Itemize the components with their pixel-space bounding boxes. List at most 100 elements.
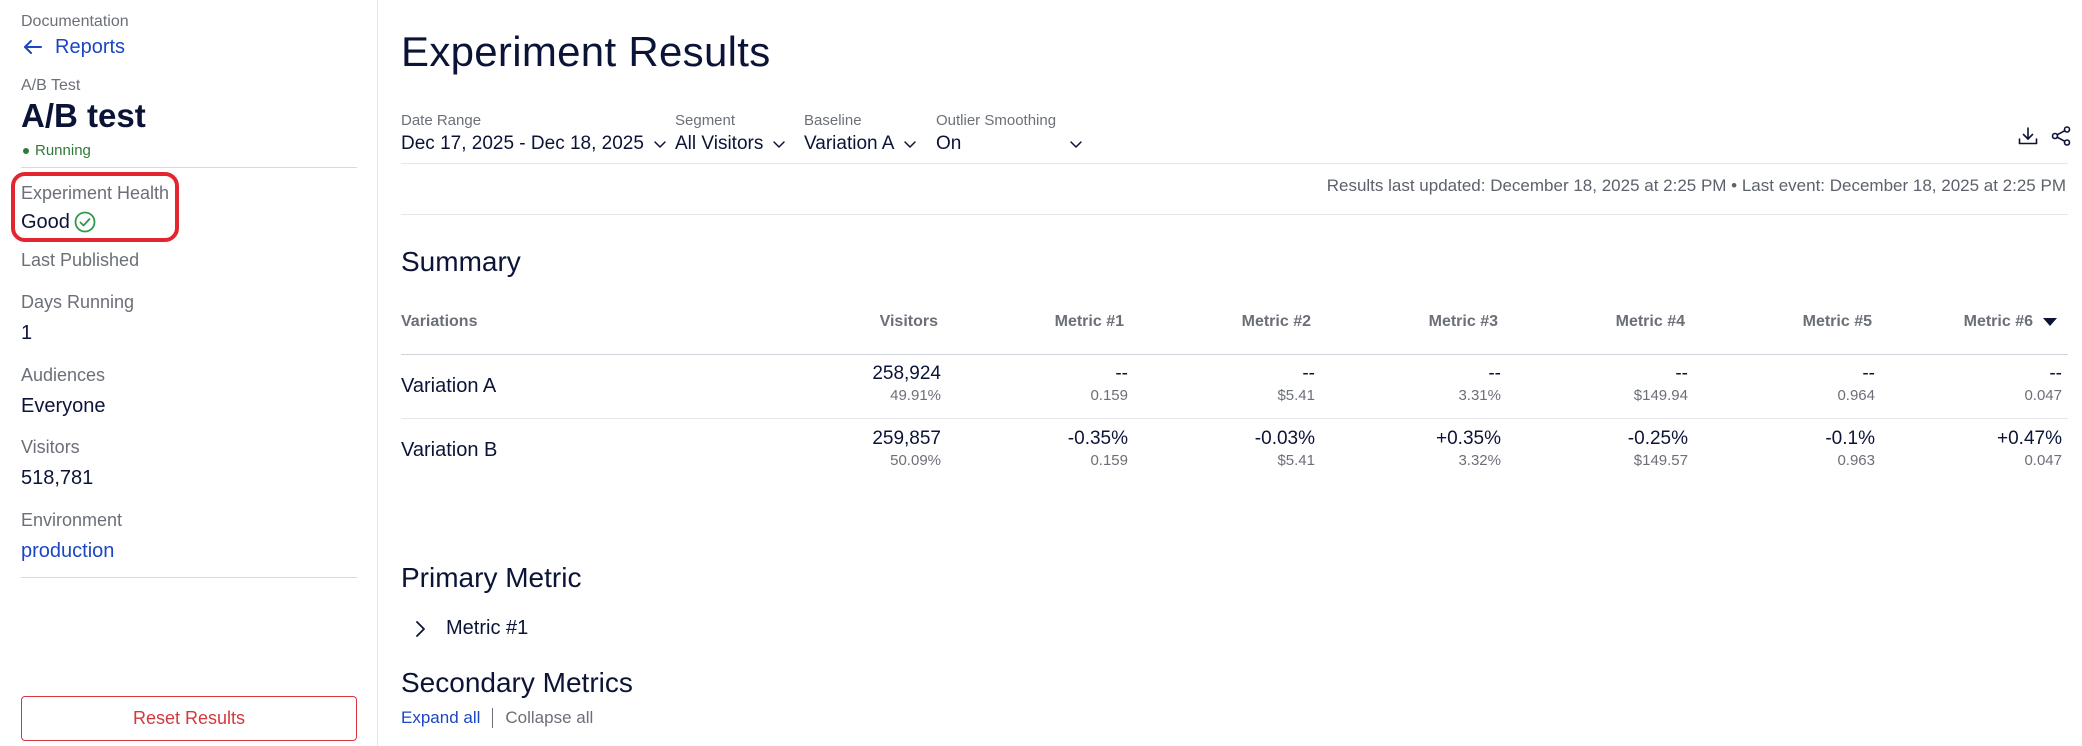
date-range-label: Date Range <box>401 112 482 129</box>
cell-metric-4-b: -0.25% $149.57 <box>1628 428 1688 469</box>
test-type: A/B Test <box>21 77 81 94</box>
sidebar: Documentation Reports A/B Test A/B test … <box>0 0 378 746</box>
collapse-all-link[interactable]: Collapse all <box>505 708 594 727</box>
audiences-label: Audiences <box>21 365 106 385</box>
cell-metric-5-b: -0.1% 0.963 <box>1825 428 1875 469</box>
cell-sub: 0.047 <box>2024 452 2062 469</box>
header-metric-3[interactable]: Metric #3 <box>1428 313 1498 330</box>
back-label: Reports <box>55 35 126 58</box>
cell-metric-5-a: -- 0.964 <box>1837 363 1875 404</box>
environment-label: Environment <box>21 510 123 530</box>
cell-main: +0.47% <box>1997 428 2062 449</box>
expand-all-link[interactable]: Expand all <box>401 708 481 727</box>
status-dot-icon <box>23 147 29 154</box>
chevron-down-icon <box>654 141 666 148</box>
cell-metric-4-a: -- $149.94 <box>1634 363 1688 404</box>
health-highlight-box <box>11 172 179 242</box>
cell-visitors-a: 258,924 49.91% <box>872 363 941 404</box>
header-variations: Variations <box>401 313 478 330</box>
outlier-smoothing-dropdown[interactable]: Outlier Smoothing On <box>936 112 1084 155</box>
days-running-value: 1 <box>21 322 33 344</box>
cell-sub: 50.09% <box>890 452 941 469</box>
last-updated-text: Results last updated: December 18, 2025 … <box>1326 176 2066 195</box>
cell-sub: 0.159 <box>1090 387 1128 404</box>
date-range-dropdown[interactable]: Date Range Dec 17, 2025 - Dec 18, 2025 <box>401 112 668 155</box>
cell-sub: 0.964 <box>1837 387 1875 404</box>
cell-metric-1-b: -0.35% 0.159 <box>1068 428 1128 469</box>
cell-sub: 49.91% <box>890 387 941 404</box>
days-running-label: Days Running <box>21 292 135 312</box>
cell-main: -- <box>1488 363 1501 384</box>
baseline-dropdown[interactable]: Baseline Variation A <box>804 112 918 155</box>
reset-results-button[interactable]: Reset Results <box>21 696 357 741</box>
header-metric-4[interactable]: Metric #4 <box>1615 313 1685 330</box>
cell-main: -- <box>1115 363 1128 384</box>
download-icon[interactable] <box>2016 124 2040 148</box>
sort-desc-icon[interactable] <box>2043 317 2057 326</box>
cell-sub: 0.963 <box>1837 452 1875 469</box>
cell-sub: 3.31% <box>1458 387 1501 404</box>
cell-main: -0.03% <box>1254 428 1315 449</box>
arrow-left-icon <box>24 40 42 54</box>
environment-link[interactable]: production <box>21 540 115 562</box>
documentation-label[interactable]: Documentation <box>21 13 129 30</box>
cell-main: -- <box>1675 363 1688 384</box>
cell-sub: 0.047 <box>2024 387 2062 404</box>
cell-sub: $5.41 <box>1277 452 1315 469</box>
outlier-smoothing-label: Outlier Smoothing <box>936 112 1057 129</box>
chevron-down-icon <box>773 141 786 148</box>
cell-main: -0.35% <box>1067 428 1128 449</box>
visitors-label: Visitors <box>21 437 80 457</box>
primary-metric-name: Metric #1 <box>446 617 529 639</box>
divider <box>401 214 2068 215</box>
cell-main: 259,857 <box>872 428 941 449</box>
divider <box>21 167 357 168</box>
outlier-smoothing-value: On <box>936 133 962 154</box>
cell-metric-1-a: -- 0.159 <box>1090 363 1128 404</box>
header-metric-6-label: Metric #6 <box>1963 313 2033 330</box>
header-visitors[interactable]: Visitors <box>879 313 938 330</box>
summary-title: Summary <box>401 246 521 277</box>
cell-metric-6-b: +0.47% 0.047 <box>1997 428 2062 469</box>
row-name-variation-b: Variation B <box>401 439 498 461</box>
table-header-divider <box>401 354 2068 355</box>
share-icon[interactable] <box>2049 124 2073 148</box>
primary-metric-toggle[interactable]: Metric #1 <box>412 617 528 640</box>
cell-main: +0.35% <box>1436 428 1501 449</box>
header-metric-6[interactable]: Metric #6 <box>1964 313 2057 331</box>
cell-sub: 0.159 <box>1090 452 1128 469</box>
baseline-label: Baseline <box>804 112 862 129</box>
row-name-variation-a: Variation A <box>401 375 497 397</box>
expand-collapse-controls: Expand all Collapse all <box>401 708 593 728</box>
chevron-down-icon <box>904 141 917 148</box>
header-metric-1[interactable]: Metric #1 <box>1054 313 1124 330</box>
status-text: Running <box>35 142 91 159</box>
health-label: Experiment Health <box>21 183 170 203</box>
back-to-reports-link[interactable]: Reports <box>21 35 125 59</box>
cell-sub: $5.41 <box>1277 387 1315 404</box>
check-circle-icon <box>74 211 96 233</box>
header-metric-2[interactable]: Metric #2 <box>1241 313 1311 330</box>
cell-sub: $149.94 <box>1633 387 1688 404</box>
baseline-value: Variation A <box>804 133 895 154</box>
cell-visitors-b: 259,857 50.09% <box>872 428 941 469</box>
cell-main: -- <box>2049 363 2062 384</box>
cell-metric-2-a: -- $5.41 <box>1277 363 1315 404</box>
secondary-metrics-title: Secondary Metrics <box>401 667 633 698</box>
status-badge: Running <box>23 142 91 159</box>
segment-value: All Visitors <box>675 133 764 154</box>
divider <box>401 163 2068 164</box>
segment-dropdown[interactable]: Segment All Visitors <box>675 112 787 155</box>
cell-metric-3-b: +0.35% 3.32% <box>1436 428 1501 469</box>
cell-main: 258,924 <box>872 363 941 384</box>
cell-main: -- <box>1862 363 1875 384</box>
test-title: A/B test <box>21 97 146 134</box>
divider <box>21 577 357 578</box>
health-value: Good <box>21 210 97 234</box>
separator <box>492 708 494 728</box>
header-metric-5[interactable]: Metric #5 <box>1802 313 1872 330</box>
cell-metric-6-a: -- 0.047 <box>2024 363 2062 404</box>
audiences-value: Everyone <box>21 395 106 417</box>
cell-main: -0.1% <box>1825 428 1875 449</box>
cell-main: -- <box>1302 363 1315 384</box>
